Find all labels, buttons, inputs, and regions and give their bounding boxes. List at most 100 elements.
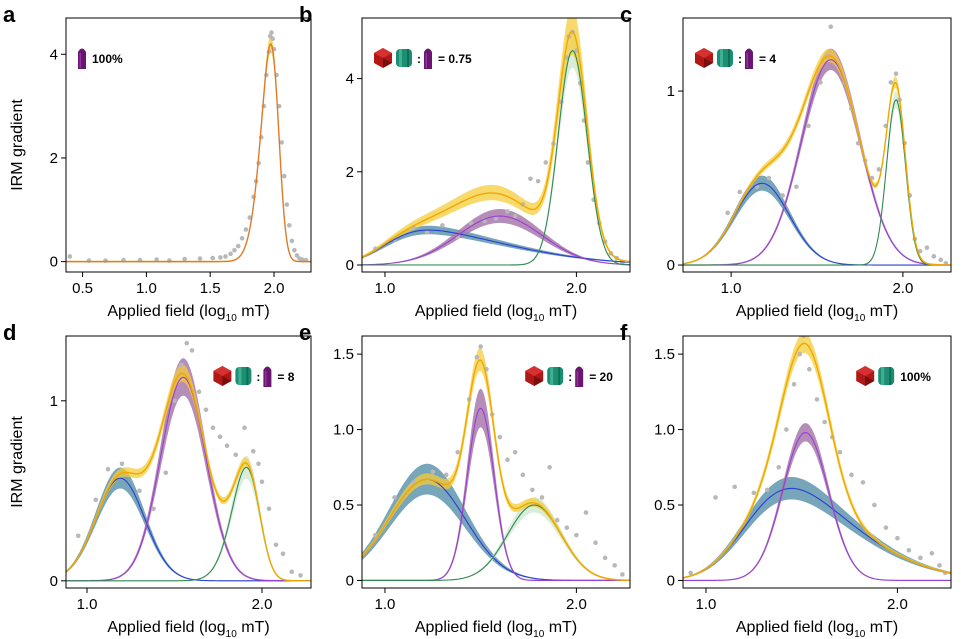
green-component-line <box>683 98 951 266</box>
panel-letter: c <box>620 2 632 27</box>
panel-b: 1.0 2.0 0 2 4 Applied field (log10 mT) b: = 0.7… <box>299 2 631 324</box>
data-point <box>906 547 912 553</box>
magnetite-rod-icon <box>263 366 272 387</box>
data-point <box>937 563 942 568</box>
blue-component-band <box>362 225 630 263</box>
data-point <box>93 497 99 503</box>
data-point <box>493 216 499 221</box>
x-axis-label: Applied field (log10 mT) <box>107 619 269 639</box>
total-fit-line <box>66 372 311 582</box>
x-tick-label: 2.0 <box>252 596 273 613</box>
data-point <box>737 189 742 195</box>
data-point <box>292 247 297 253</box>
y-tick-label: 1.5 <box>654 346 675 363</box>
data-point <box>512 213 518 219</box>
data-point <box>289 569 295 575</box>
data-point <box>137 488 142 494</box>
green-component-band <box>683 90 951 266</box>
data-point <box>224 443 230 449</box>
data-point <box>270 36 276 42</box>
hematite-octahedron-icon <box>525 366 544 386</box>
goethite-cylinder-icon <box>235 367 252 385</box>
data-point <box>239 236 245 241</box>
purple-component-band <box>362 388 630 581</box>
plot-area <box>362 18 630 266</box>
blue-component-band <box>362 463 630 581</box>
data-point <box>801 336 806 339</box>
goethite-cylinder-icon <box>396 49 412 67</box>
data-point <box>299 257 305 262</box>
x-axis-label: Applied field (log10 mT) <box>415 303 577 324</box>
green-component-line <box>362 504 630 582</box>
plot-area <box>66 340 311 582</box>
plot-frame <box>682 335 952 589</box>
hematite-octahedron-icon <box>695 48 713 68</box>
data-point <box>266 506 272 512</box>
data-point <box>602 555 608 561</box>
data-point <box>872 502 877 508</box>
legend: : = 8 <box>213 366 295 387</box>
data-point <box>172 398 177 404</box>
data-point <box>876 167 882 172</box>
data-point <box>424 230 430 235</box>
data-point <box>918 555 923 561</box>
data-point <box>287 223 292 228</box>
data-point <box>593 540 598 546</box>
legend: : = 0.75 <box>374 48 472 69</box>
blue-component-band <box>683 476 951 579</box>
goethite-cylinder-icon <box>547 367 564 385</box>
legend-colon: : <box>256 370 260 384</box>
data-point <box>497 434 503 440</box>
green-component-line <box>66 466 311 582</box>
purple-component-line <box>683 432 951 582</box>
data-point <box>931 254 937 259</box>
y-tick-label: 0.5 <box>654 497 675 514</box>
data-point <box>764 487 770 493</box>
data-point <box>539 495 545 500</box>
data-point <box>440 223 445 228</box>
panel-letter: a <box>3 2 16 27</box>
data-point <box>893 71 899 76</box>
goethite-cylinder-icon <box>878 367 895 385</box>
data-point <box>474 354 480 360</box>
data-point <box>298 573 303 578</box>
data-point <box>217 434 223 440</box>
legend-colon: : <box>738 52 742 66</box>
x-tick-label: 1.0 <box>136 280 157 297</box>
data-point <box>196 389 202 395</box>
purple-component-line <box>362 215 630 266</box>
data-point <box>883 525 889 530</box>
data-point <box>530 487 535 493</box>
legend: : = 4 <box>695 48 776 69</box>
data-point <box>564 525 570 530</box>
data-point <box>259 479 265 485</box>
data-point <box>105 466 111 472</box>
y-tick-label: 2 <box>50 150 58 167</box>
data-point <box>860 480 866 485</box>
data-point <box>794 184 799 190</box>
data-point <box>554 517 560 523</box>
data-point <box>574 532 579 538</box>
data-point <box>725 210 730 216</box>
plot-area <box>683 24 951 266</box>
y-tick-label: 1 <box>667 83 675 100</box>
x-tick-label: 1.0 <box>696 596 717 613</box>
data-point <box>791 381 797 387</box>
total-fit-line <box>362 30 630 263</box>
data-point <box>228 251 233 257</box>
x-axis-label: Applied field (log10 mT) <box>736 619 898 639</box>
data-point <box>828 24 834 29</box>
green-component-band <box>66 455 311 581</box>
total-fit-line <box>683 342 951 579</box>
y-tick-label: 0 <box>667 572 675 589</box>
data-point <box>806 123 811 129</box>
data-point <box>273 542 279 548</box>
x-tick-label: 1.0 <box>77 596 98 613</box>
x-tick-label: 2.0 <box>892 280 913 297</box>
y-axis-label: IRM gradient <box>9 416 26 508</box>
magnetite-rod-icon <box>575 366 584 387</box>
data-point <box>67 254 73 259</box>
data-point <box>543 160 549 165</box>
panel-a: 0.5 1.0 1.5 2.0 0 2 4 Applied field (log10 mT) I… <box>3 2 312 324</box>
y-tick-label: 0.5 <box>333 497 354 514</box>
